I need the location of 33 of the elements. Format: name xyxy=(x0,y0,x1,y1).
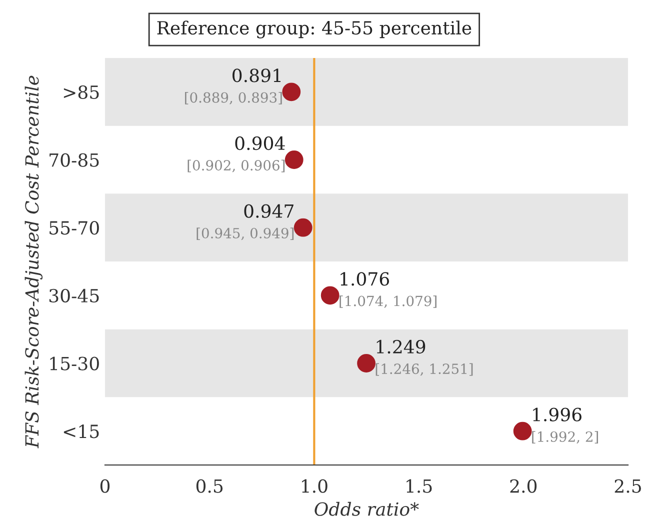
x-tick-label: 0.5 xyxy=(196,479,223,493)
y-tick-label: 15-30 xyxy=(50,356,99,370)
annotation: [0.945, 0.949] xyxy=(196,228,294,240)
annotation: [1.074, 1.079] xyxy=(340,295,436,308)
annotation: [1.246, 1.251] xyxy=(376,363,473,376)
data-label: 1.076 xyxy=(340,272,390,286)
annotation: [0.889, 0.893] xyxy=(185,92,282,104)
y-tick-label: <15 xyxy=(64,424,99,438)
x-tick-label: 1.5 xyxy=(406,479,432,493)
data-label: 1.996 xyxy=(533,408,582,422)
y-tick-label: 30-45 xyxy=(49,288,99,303)
x-axis-title: Odds ratio* xyxy=(314,502,419,516)
y-tick-label: 55-70 xyxy=(50,221,99,235)
point xyxy=(357,354,376,372)
point xyxy=(294,218,312,237)
point xyxy=(320,286,340,305)
y-tick-label: 70-85 xyxy=(50,153,99,167)
x-tick-label: 2.0 xyxy=(510,479,537,493)
point xyxy=(513,422,532,440)
point xyxy=(282,82,301,102)
data-label: 0.904 xyxy=(235,136,285,150)
x-tick-label: 0 xyxy=(100,479,110,493)
x-tick-label: 2.5 xyxy=(614,479,641,493)
data-label: 0.891 xyxy=(232,68,280,82)
data-label: 1.249 xyxy=(376,340,426,354)
annotation: [1.992, 2] xyxy=(532,431,598,444)
point xyxy=(284,150,304,169)
text: Reference group: 45-55 percentile xyxy=(157,20,472,38)
x-tick-label: 1.0 xyxy=(302,479,328,493)
y-tick-label: >85 xyxy=(64,85,99,100)
y-axis-title: FFS Risk-Score-Adjusted Cost Percentile xyxy=(24,76,43,448)
data-label: 0.947 xyxy=(244,204,294,218)
annotation: [0.902, 0.906] xyxy=(188,160,285,172)
